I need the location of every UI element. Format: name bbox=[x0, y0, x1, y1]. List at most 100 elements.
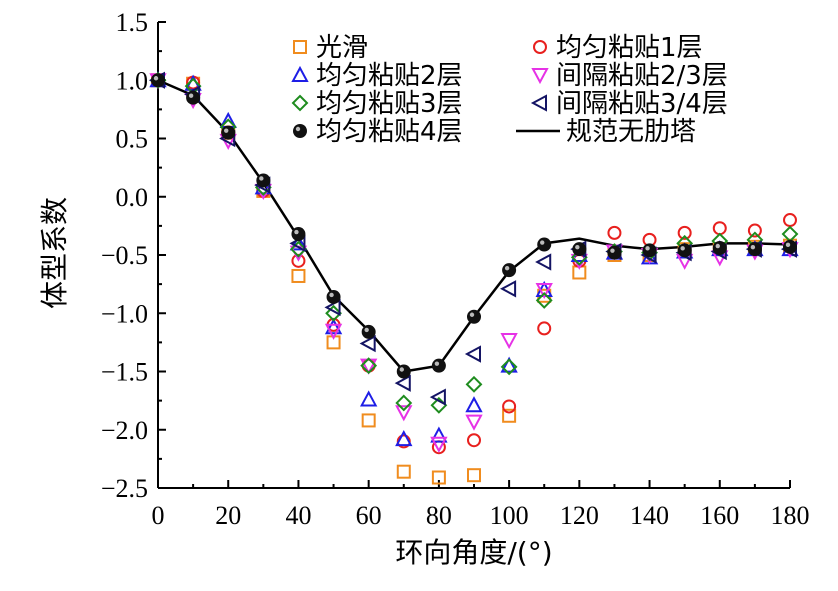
x-tick-label: 80 bbox=[426, 501, 452, 530]
ball-highlight bbox=[540, 240, 545, 245]
data-point bbox=[361, 324, 376, 339]
data-point bbox=[535, 282, 553, 300]
y-tick-label: −1.5 bbox=[101, 358, 148, 387]
series-square bbox=[151, 73, 797, 485]
legend-entry: 间隔粘贴3/4层 bbox=[530, 89, 728, 119]
data-point bbox=[467, 309, 481, 324]
ball-body bbox=[293, 124, 307, 138]
ball-body bbox=[642, 243, 657, 258]
data-point bbox=[396, 464, 411, 479]
ball-highlight bbox=[504, 265, 510, 271]
y-axis-title: 体型系数 bbox=[38, 197, 71, 309]
data-point bbox=[291, 227, 306, 242]
data-point bbox=[291, 268, 306, 283]
ball-body bbox=[607, 245, 622, 260]
data-point bbox=[151, 73, 165, 88]
ball-highlight bbox=[329, 292, 334, 298]
data-point bbox=[325, 304, 342, 322]
legend-label: 光滑 bbox=[316, 33, 368, 63]
data-point bbox=[572, 242, 587, 257]
data-point bbox=[324, 323, 343, 340]
data-point bbox=[431, 470, 446, 485]
ball-body bbox=[396, 364, 411, 379]
ticks: 0 20 40 60 80 100 120 140 160 180 1.5 1.0 0.5 0.0 −0.5… bbox=[101, 8, 810, 530]
data-point bbox=[500, 358, 518, 376]
data-point bbox=[607, 245, 622, 260]
ball-highlight bbox=[575, 244, 580, 250]
x-tick-label: 60 bbox=[356, 501, 382, 530]
legend-entry: 光滑 bbox=[293, 33, 368, 63]
data-point bbox=[464, 345, 481, 363]
legend-marker bbox=[531, 68, 549, 85]
ball-body bbox=[291, 227, 306, 242]
data-point bbox=[465, 396, 483, 413]
legend-marker bbox=[293, 40, 307, 54]
ball-highlight bbox=[399, 367, 404, 372]
series-diamond bbox=[149, 71, 799, 414]
data-point bbox=[500, 333, 518, 350]
ball-body bbox=[537, 237, 552, 252]
x-tick-label: 120 bbox=[560, 501, 599, 530]
x-tick-label: 20 bbox=[215, 501, 241, 530]
data-point bbox=[537, 321, 552, 336]
data-point bbox=[396, 364, 411, 379]
legend-marker bbox=[530, 94, 547, 112]
ball-body bbox=[502, 263, 517, 278]
data-point bbox=[326, 289, 341, 304]
ball-highlight bbox=[364, 327, 369, 333]
data-point bbox=[783, 239, 797, 254]
data-point bbox=[431, 358, 446, 373]
y-tick-label: −0.5 bbox=[101, 241, 148, 270]
data-point bbox=[359, 390, 378, 407]
data-point bbox=[289, 234, 308, 251]
ball-highlight bbox=[469, 312, 475, 317]
legend-label: 均匀粘贴1层 bbox=[556, 33, 703, 63]
ball-body bbox=[677, 243, 692, 258]
y-tick-label: −2.0 bbox=[101, 416, 148, 445]
data-point bbox=[395, 405, 413, 422]
data-point bbox=[535, 253, 552, 271]
ball-body bbox=[783, 239, 797, 254]
series-layer bbox=[148, 71, 799, 485]
data-point bbox=[642, 243, 657, 258]
ball-highlight bbox=[610, 248, 615, 253]
ball-body bbox=[151, 73, 165, 88]
data-point bbox=[324, 318, 343, 335]
y-tick-label: 1.0 bbox=[116, 66, 149, 95]
legend-label: 间隔粘贴3/4层 bbox=[556, 89, 728, 119]
data-point bbox=[359, 334, 376, 353]
data-point bbox=[221, 125, 236, 140]
x-tick-label: 40 bbox=[285, 501, 311, 530]
ball-highlight bbox=[434, 361, 440, 366]
data-point bbox=[429, 388, 446, 406]
legend-entry: 规范无肋塔 bbox=[516, 117, 696, 147]
data-point bbox=[324, 298, 341, 317]
data-point bbox=[783, 213, 797, 228]
series-ball bbox=[151, 73, 797, 379]
series-triangle-down bbox=[149, 73, 799, 453]
data-point bbox=[467, 433, 481, 448]
data-point bbox=[395, 429, 413, 447]
ball-body bbox=[326, 289, 341, 304]
data-point bbox=[712, 241, 727, 256]
data-point bbox=[360, 357, 378, 375]
ball-highlight bbox=[294, 229, 299, 235]
legend-marker bbox=[291, 94, 309, 112]
ball-highlight bbox=[153, 76, 159, 81]
x-axis-title: 环向角度/(°) bbox=[395, 536, 552, 569]
y-tick-label: 0.0 bbox=[116, 183, 149, 212]
data-point bbox=[747, 242, 762, 257]
data-point bbox=[502, 263, 517, 278]
data-point bbox=[430, 426, 448, 443]
legend-entry: 均匀粘贴3层 bbox=[291, 89, 463, 119]
series-triangle-up bbox=[149, 71, 799, 447]
ball-highlight bbox=[645, 246, 650, 251]
data-point bbox=[677, 225, 692, 240]
ball-highlight bbox=[188, 93, 194, 98]
x-tick-label: 100 bbox=[490, 501, 529, 530]
data-point bbox=[500, 280, 517, 298]
ball-body bbox=[431, 358, 446, 373]
legend-label: 均匀粘贴2层 bbox=[316, 61, 463, 91]
